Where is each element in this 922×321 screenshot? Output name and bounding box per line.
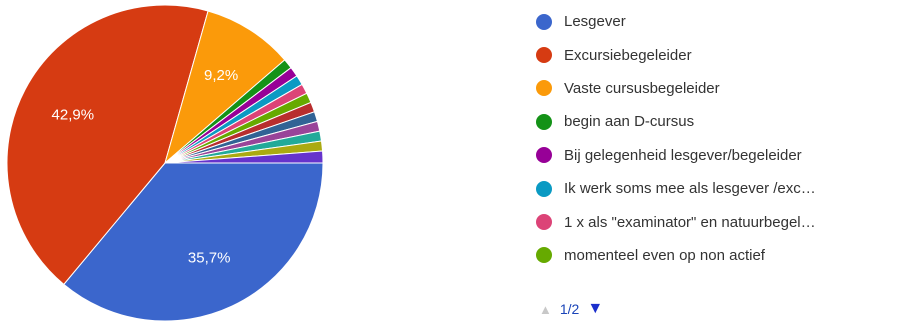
triangle-down-icon[interactable]: ▼ [587, 300, 604, 317]
legend-swatch [536, 13, 552, 30]
legend-label: Lesgever [564, 13, 626, 31]
legend-item[interactable]: Ik werk soms mee als lesgever /exc… [536, 172, 816, 205]
legend-swatch [536, 113, 552, 130]
pie-data-label: 42,9% [52, 106, 95, 123]
legend-pager: ▲ 1/2 ▼ [539, 300, 603, 318]
legend-swatch [536, 47, 552, 64]
legend-item[interactable]: Lesgever [536, 5, 816, 38]
pie-slice[interactable] [63, 162, 324, 321]
legend-label: Ik werk soms mee als lesgever /exc… [564, 180, 816, 198]
legend-swatch [536, 247, 552, 264]
legend-label: momenteel even op non actief [564, 246, 765, 264]
pie-slice[interactable] [164, 10, 286, 165]
pie-slice[interactable] [164, 150, 324, 164]
legend-label: Vaste cursusbegeleider [564, 79, 720, 97]
legend-item[interactable]: 1 x als "examinator" en natuurbegel… [536, 205, 816, 238]
legend-label: begin aan D-cursus [564, 113, 695, 131]
legend: Lesgever Excursiebegeleider Vaste cursusbe… [536, 5, 816, 272]
legend-swatch [536, 214, 552, 231]
pie-data-label: 9,2% [204, 67, 238, 84]
legend-swatch [536, 80, 552, 97]
triangle-up-icon[interactable]: ▲ [539, 301, 552, 317]
pie-slices [6, 4, 324, 321]
legend-item[interactable]: Vaste cursusbegeleider [536, 72, 816, 105]
legend-item[interactable]: momenteel even op non actief [536, 239, 816, 272]
pie-data-label: 35,7% [188, 249, 231, 266]
legend-item[interactable]: Bij gelegenheid lesgever/begeleider [536, 139, 816, 172]
legend-swatch [536, 147, 552, 164]
pie-data-labels: 35,7% 42,9% 9,2% [52, 67, 239, 266]
legend-item[interactable]: Excursiebegeleider [536, 38, 816, 71]
legend-swatch [536, 180, 552, 197]
legend-label: Excursiebegeleider [564, 46, 692, 64]
legend-label: Bij gelegenheid lesgever/begeleider [564, 146, 802, 164]
legend-label: 1 x als "examinator" en natuurbegel… [564, 213, 816, 231]
legend-item[interactable]: begin aan D-cursus [536, 105, 816, 138]
pie-slice[interactable] [6, 4, 209, 286]
pager-text: 1/2 [559, 301, 580, 317]
